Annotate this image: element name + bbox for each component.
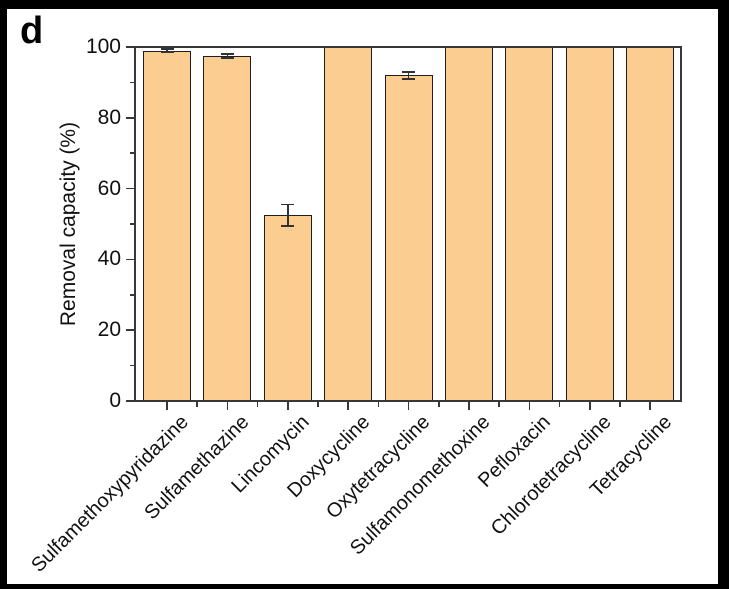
x-axis-tick [226, 402, 229, 410]
y-axis-minor-tick [130, 152, 135, 154]
error-bar-cap [160, 48, 174, 51]
x-axis-tick [286, 402, 289, 410]
error-bar-cap [160, 51, 174, 53]
x-axis-tick [347, 402, 350, 410]
y-axis-tick [126, 187, 135, 190]
y-tick-label: 0 [109, 389, 121, 412]
y-tick-label: 80 [97, 105, 121, 129]
x-axis-tick [407, 402, 410, 410]
bar [324, 47, 373, 401]
axis-spine-top [134, 46, 682, 48]
axis-spine-bottom [134, 400, 682, 402]
x-axis-tick [528, 402, 531, 410]
x-axis-minor-tick [498, 402, 500, 407]
x-axis-tick [468, 402, 470, 410]
y-axis-tick [126, 258, 135, 261]
figure-panel: d Removal capacity (%) 0 20 40 60 80 100 Sulfa… [7, 9, 718, 584]
y-axis-minor-tick [130, 294, 135, 296]
error-bar [407, 71, 410, 79]
error-bar-cap [220, 53, 234, 56]
axis-spine-left [134, 46, 136, 402]
bar [384, 75, 433, 401]
x-axis-minor-tick [558, 402, 561, 407]
y-axis-tick [126, 400, 135, 402]
y-axis-tick [126, 46, 135, 48]
x-category-label: Oxytetracycline [321, 411, 435, 524]
bar [565, 47, 614, 401]
x-axis-minor-tick [317, 402, 319, 407]
y-axis-minor-tick [130, 223, 135, 225]
error-bar [166, 49, 168, 52]
x-axis-minor-tick [438, 402, 440, 407]
error-bar-cap [402, 71, 416, 73]
y-axis-tick [126, 116, 135, 119]
x-axis-minor-tick [377, 402, 380, 407]
x-axis-tick [166, 402, 168, 410]
error-bar [287, 204, 289, 226]
y-tick-label: 100 [85, 35, 121, 58]
y-axis-minor-tick [130, 364, 135, 367]
x-axis-minor-tick [256, 402, 259, 407]
x-axis-minor-tick [196, 402, 198, 407]
bar [445, 47, 493, 401]
x-category-label: Sulfamethazine [139, 411, 253, 525]
bar [203, 55, 252, 401]
error-bar-cap [402, 78, 416, 80]
x-axis-minor-tick [619, 402, 621, 407]
y-axis-tick [126, 329, 135, 332]
bar [263, 215, 312, 401]
error-bar [226, 54, 229, 58]
y-tick-label: 40 [97, 247, 121, 271]
x-axis-tick [588, 402, 591, 410]
bar [143, 50, 191, 401]
y-tick-label: 60 [97, 176, 121, 200]
axis-spine-right [680, 46, 682, 402]
panel-letter-label: d [20, 10, 44, 52]
x-axis-tick [649, 402, 652, 410]
y-axis-minor-tick [130, 81, 135, 84]
bar [626, 47, 675, 401]
error-bar-cap [281, 225, 295, 227]
y-tick-label: 20 [97, 318, 121, 342]
error-bar-cap [220, 56, 234, 59]
bar [505, 47, 554, 401]
error-bar-cap [281, 203, 295, 206]
